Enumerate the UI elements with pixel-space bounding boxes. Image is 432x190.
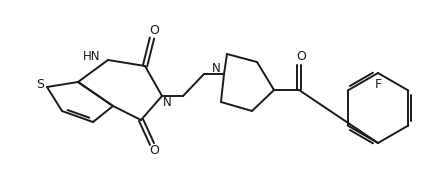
Text: HN: HN (83, 50, 101, 63)
Text: N: N (212, 63, 220, 75)
Text: O: O (149, 145, 159, 158)
Text: N: N (162, 96, 172, 108)
Text: O: O (296, 51, 306, 63)
Text: O: O (149, 25, 159, 37)
Text: F: F (375, 78, 381, 92)
Text: S: S (36, 78, 44, 92)
